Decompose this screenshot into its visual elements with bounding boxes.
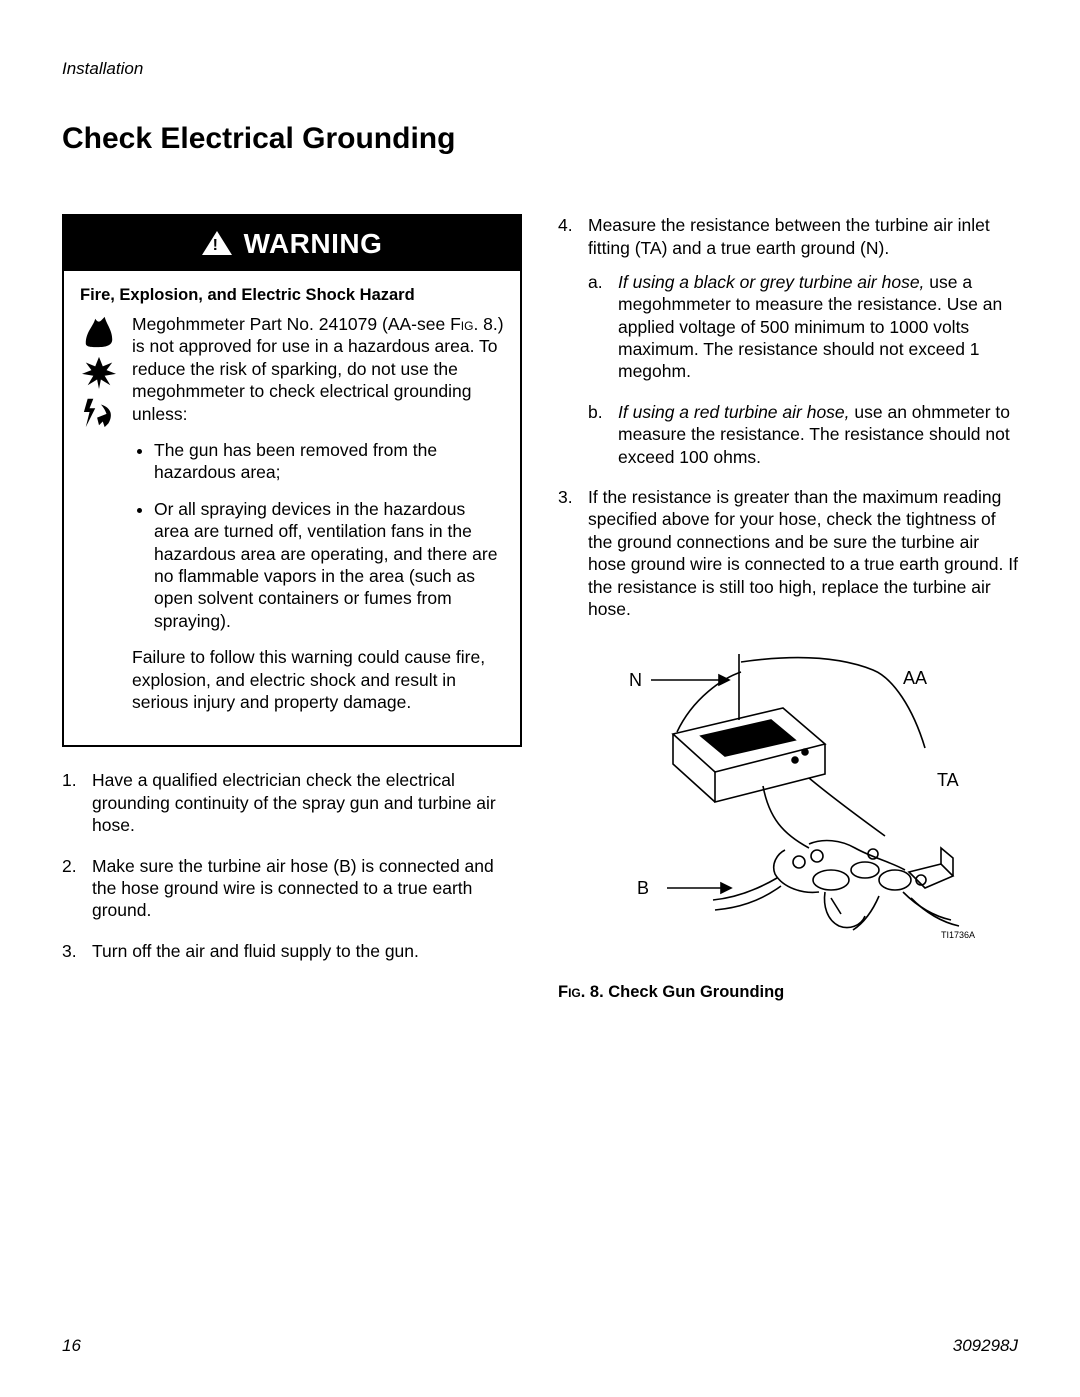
- substep-runin: If using a red turbine air hose,: [618, 402, 850, 422]
- fig-label-b: B: [637, 878, 649, 898]
- right-step-list-cont: If the resistance is greater than the ma…: [558, 486, 1018, 620]
- page-number: 16: [62, 1335, 81, 1357]
- fig-label-ta: TA: [937, 770, 959, 790]
- warning-subhead: Fire, Explosion, and Electric Shock Haza…: [80, 285, 504, 306]
- left-step-list: Have a qualified electrician check the e…: [62, 769, 522, 962]
- substep: If using a black or grey turbine air hos…: [588, 271, 1018, 383]
- substep-list: If using a black or grey turbine air hos…: [588, 271, 1018, 468]
- fig-caption-rest: . 8. Check Gun Grounding: [581, 983, 785, 1001]
- warning-bullet: Or all spraying devices in the hazardous…: [154, 498, 504, 632]
- doc-number: 309298J: [953, 1335, 1018, 1357]
- warning-header: WARNING: [64, 216, 520, 271]
- hazard-icons: [80, 313, 120, 727]
- fig-caption-prefix: Fig: [558, 983, 581, 1001]
- substep: If using a red turbine air hose, use an …: [588, 401, 1018, 468]
- right-column: Measure the resistance between the turbi…: [558, 214, 1018, 1003]
- warning-body: Fire, Explosion, and Electric Shock Haza…: [64, 271, 520, 745]
- warning-text: Megohmmeter Part No. 241079 (AA-see Fig.…: [132, 313, 504, 727]
- page-footer: 16 309298J: [62, 1335, 1018, 1357]
- shock-icon: [80, 395, 118, 429]
- alert-triangle-icon: [202, 231, 232, 255]
- section-title: Check Electrical Grounding: [62, 120, 1018, 158]
- step: Turn off the air and fluid supply to the…: [62, 940, 522, 962]
- warning-box: WARNING Fire, Explosion, and Electric Sh…: [62, 214, 522, 747]
- right-step-list: Measure the resistance between the turbi…: [558, 214, 1018, 468]
- figure: N AA TA B TI1736A Fig. 8. Check Gun Grou…: [558, 648, 1018, 1003]
- explosion-icon: [80, 355, 118, 389]
- running-head: Installation: [62, 58, 1018, 80]
- step: Have a qualified electrician check the e…: [62, 769, 522, 836]
- step: Make sure the turbine air hose (B) is co…: [62, 855, 522, 922]
- grounding-diagram: N AA TA B TI1736A: [573, 648, 1003, 958]
- fig-ref: TI1736A: [941, 930, 975, 940]
- fire-icon: [80, 315, 118, 349]
- warning-bullet: The gun has been removed from the hazard…: [154, 439, 504, 484]
- figure-caption: Fig. 8. Check Gun Grounding: [558, 982, 1018, 1003]
- warning-intro-a: Megohmmeter Part No. 241079 (AA-see: [132, 314, 450, 334]
- fig-label-aa: AA: [903, 668, 927, 688]
- two-column-layout: WARNING Fire, Explosion, and Electric Sh…: [62, 214, 1018, 1003]
- fig-label-n: N: [629, 670, 642, 690]
- warning-label: WARNING: [244, 226, 383, 262]
- step: If the resistance is greater than the ma…: [558, 486, 1018, 620]
- left-column: WARNING Fire, Explosion, and Electric Sh…: [62, 214, 522, 1003]
- step-text: Measure the resistance between the turbi…: [588, 215, 990, 257]
- warning-intro-fig: Fig: [450, 314, 473, 334]
- step: Measure the resistance between the turbi…: [558, 214, 1018, 468]
- substep-runin: If using a black or grey turbine air hos…: [618, 272, 924, 292]
- warning-outro: Failure to follow this warning could cau…: [132, 646, 504, 713]
